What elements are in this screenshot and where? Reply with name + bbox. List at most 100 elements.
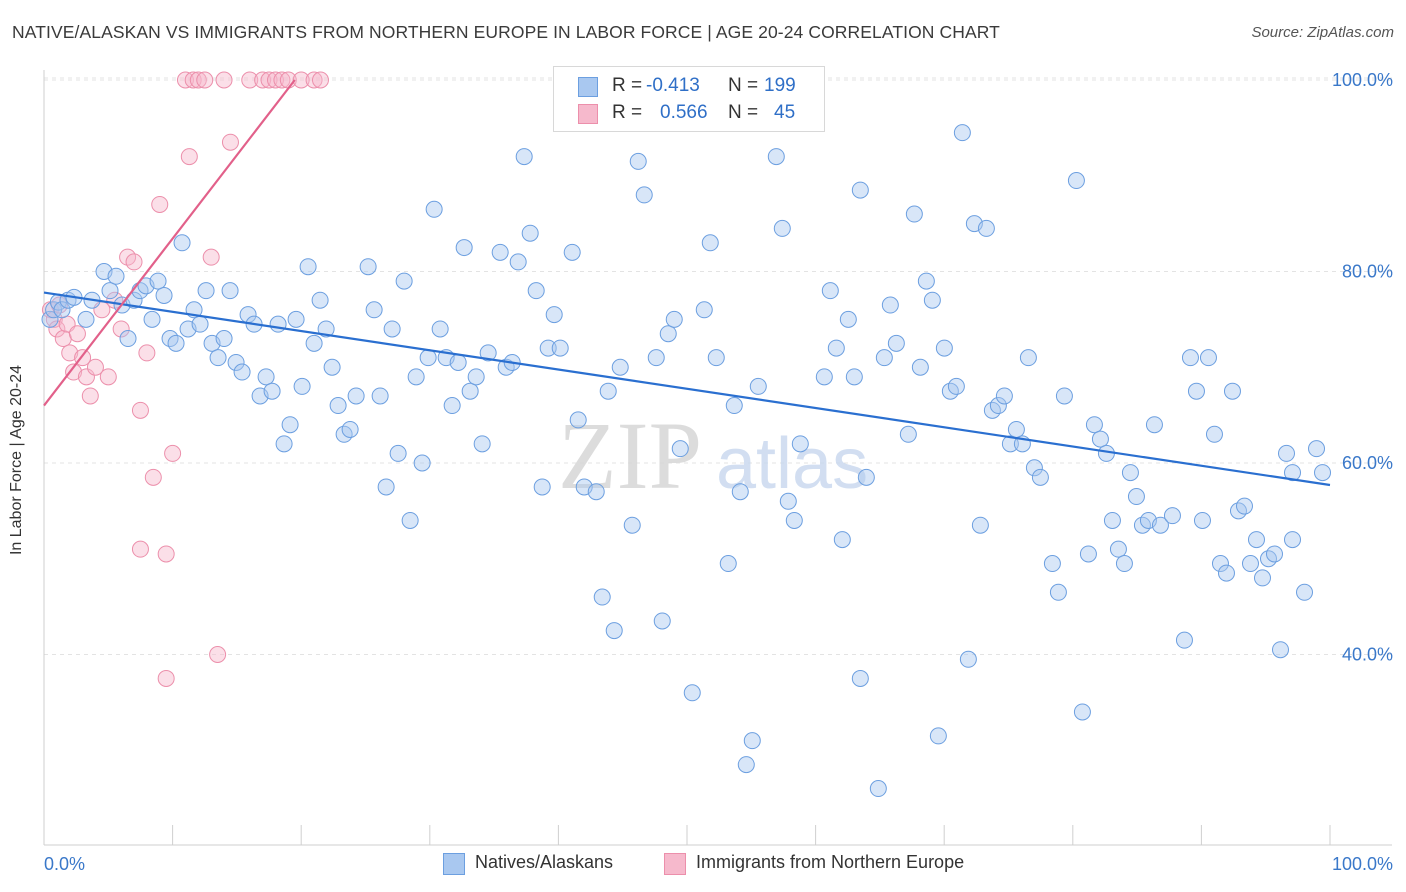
- data-point-natives: [377, 478, 395, 496]
- data-point-natives: [41, 310, 59, 328]
- y-tick-label: 40.0%: [1342, 645, 1393, 665]
- data-point-natives: [269, 315, 287, 333]
- data-point-natives: [551, 339, 569, 357]
- data-point-natives: [821, 282, 839, 300]
- data-point-natives: [1001, 435, 1019, 453]
- data-point-natives: [419, 349, 437, 367]
- legend-n-value: 45: [774, 102, 796, 123]
- data-point-natives: [467, 368, 485, 386]
- data-point-natives: [1284, 531, 1302, 549]
- data-point-natives: [779, 492, 797, 510]
- data-point-immigrants: [180, 148, 198, 166]
- y-tick-label: 80.0%: [1342, 262, 1393, 282]
- data-point-natives: [725, 397, 743, 415]
- legend-swatch-pink: [578, 104, 598, 124]
- data-point-natives: [281, 416, 299, 434]
- legend-r-label: R =: [612, 75, 643, 96]
- data-point-natives: [1175, 631, 1193, 649]
- data-point-natives: [851, 181, 869, 199]
- data-point-immigrants: [77, 368, 95, 386]
- data-point-natives: [257, 368, 275, 386]
- data-point-natives: [875, 349, 893, 367]
- data-point-immigrants: [292, 71, 310, 89]
- data-point-natives: [167, 334, 185, 352]
- data-point-natives: [989, 397, 1007, 415]
- legend-n-label: N =: [728, 102, 759, 123]
- data-point-natives: [233, 363, 251, 381]
- data-point-natives: [491, 243, 509, 261]
- data-point-natives: [623, 516, 641, 534]
- data-point-natives: [191, 315, 209, 333]
- data-point-natives: [371, 387, 389, 405]
- data-point-natives: [905, 205, 923, 223]
- data-point-natives: [329, 397, 347, 415]
- data-point-natives: [1067, 172, 1085, 190]
- data-point-natives: [887, 334, 905, 352]
- correlation-legend: R = -0.413 N = 199 R = 0.566 N = 45: [553, 66, 825, 132]
- x-tick-label-min: 0.0%: [44, 854, 85, 874]
- data-point-natives: [929, 727, 947, 745]
- data-point-natives: [1314, 464, 1332, 482]
- data-point-natives: [1271, 641, 1289, 659]
- data-point-natives: [1193, 511, 1211, 529]
- data-point-natives: [659, 325, 677, 343]
- data-point-natives: [1031, 468, 1049, 486]
- y-tick-labels: 40.0% 60.0% 80.0% 100.0%: [1332, 70, 1393, 665]
- data-point-natives: [401, 511, 419, 529]
- x-tick-label-max: 100.0%: [1332, 854, 1393, 874]
- legend-n-label: N =: [728, 75, 759, 96]
- data-point-natives: [1217, 564, 1235, 582]
- data-point-natives: [1199, 349, 1217, 367]
- data-point-immigrants: [189, 71, 207, 89]
- data-point-natives: [359, 258, 377, 276]
- data-point-natives: [143, 310, 161, 328]
- data-point-natives: [395, 272, 413, 290]
- data-point-natives: [521, 224, 539, 242]
- data-point-natives: [101, 282, 119, 300]
- watermark-atlas: atlas: [716, 424, 868, 504]
- data-point-natives: [1043, 555, 1061, 573]
- data-point-natives: [479, 344, 497, 362]
- watermark: ZIP atlas: [558, 402, 868, 509]
- data-point-natives: [671, 440, 689, 458]
- data-point-immigrants: [86, 358, 104, 376]
- data-point-natives: [587, 483, 605, 501]
- data-point-immigrants: [241, 71, 259, 89]
- data-point-natives: [443, 397, 461, 415]
- data-point-natives: [449, 353, 467, 371]
- data-point-natives: [839, 310, 857, 328]
- legend-r-label: R =: [612, 102, 643, 123]
- data-point-natives: [1296, 583, 1314, 601]
- data-point-natives: [53, 301, 71, 319]
- data-point-natives: [1079, 545, 1097, 563]
- data-point-natives: [209, 349, 227, 367]
- data-point-immigrants: [61, 344, 79, 362]
- data-point-natives: [533, 478, 551, 496]
- data-point-natives: [695, 301, 713, 319]
- data-point-immigrants: [151, 195, 169, 213]
- data-point-natives: [227, 353, 245, 371]
- data-point-natives: [629, 152, 647, 170]
- data-point-natives: [275, 435, 293, 453]
- data-point-natives: [1091, 430, 1109, 448]
- data-point-natives: [1109, 540, 1127, 558]
- chart-title: NATIVE/ALASKAN VS IMMIGRANTS FROM NORTHE…: [12, 22, 1000, 42]
- data-point-immigrants: [311, 71, 329, 89]
- data-point-natives: [707, 349, 725, 367]
- data-point-natives: [431, 320, 449, 338]
- data-point-natives: [737, 756, 755, 774]
- data-point-natives: [527, 282, 545, 300]
- y-axis-label: In Labor Force | Age 20-24: [8, 364, 25, 556]
- data-point-natives: [977, 219, 995, 237]
- data-point-immigrants: [305, 71, 323, 89]
- data-point-natives: [1181, 349, 1199, 367]
- data-point-natives: [593, 588, 611, 606]
- x-ticks: [43, 825, 1331, 845]
- data-point-natives: [347, 387, 365, 405]
- data-point-natives: [1127, 488, 1145, 506]
- series-natives-alaskans: [41, 124, 1332, 798]
- data-point-natives: [635, 186, 653, 204]
- source-credit: Source: ZipAtlas.com: [1251, 24, 1394, 41]
- data-point-natives: [767, 148, 785, 166]
- data-point-natives: [365, 301, 383, 319]
